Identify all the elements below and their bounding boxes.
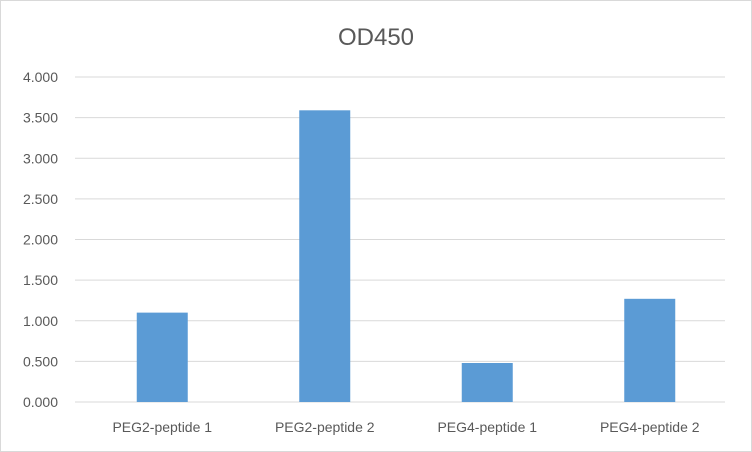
y-tick-label: 3.500 [23, 110, 58, 126]
bars [136, 110, 676, 402]
y-tick-label: 1.500 [23, 272, 58, 288]
y-axis-ticks: 0.000 0.500 1.000 1.500 2.000 2.500 3.000 3.500… [23, 69, 58, 410]
y-tick-label: 0.000 [23, 394, 58, 410]
x-category-label: PEG2-peptide 2 [275, 419, 375, 435]
bar [299, 110, 351, 402]
y-tick-label: 0.500 [23, 353, 58, 369]
bar [624, 298, 676, 402]
y-tick-label: 1.000 [23, 313, 58, 329]
y-tick-label: 2.500 [23, 191, 58, 207]
x-category-label: PEG2-peptide 1 [112, 419, 212, 435]
y-tick-label: 3.000 [23, 150, 58, 166]
bar [461, 363, 513, 402]
x-axis-categories: PEG2-peptide 1 PEG2-peptide 2 PEG4-peptide… [112, 419, 699, 435]
x-category-label: PEG4-peptide 1 [437, 419, 537, 435]
bar [136, 312, 188, 402]
chart-title: OD450 [338, 24, 414, 51]
x-category-label: PEG4-peptide 2 [600, 419, 700, 435]
y-tick-label: 2.000 [23, 232, 58, 248]
y-tick-label: 4.000 [23, 69, 58, 85]
